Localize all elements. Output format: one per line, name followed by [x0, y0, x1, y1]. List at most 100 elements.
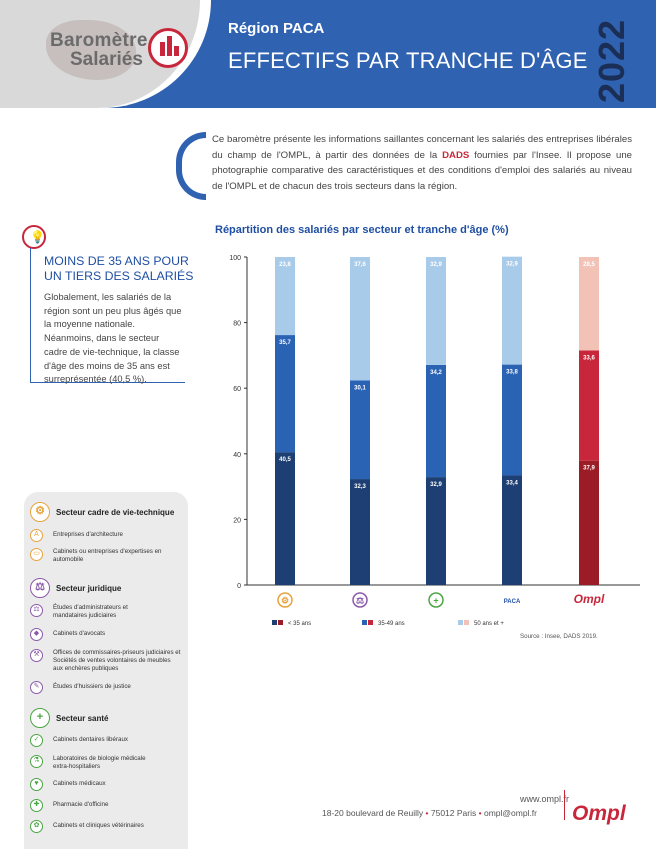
pharmacy-icon: ✚ [30, 799, 43, 812]
intro-bold: DADS [442, 149, 470, 161]
data-label: 35,7 [279, 340, 291, 346]
sector-heading-juridique: ⚖ Secteur juridique [30, 578, 121, 598]
region-label: Région PACA [228, 20, 325, 37]
judge-icon: ⚖ [30, 604, 43, 617]
scales-icon [352, 592, 368, 608]
paw-icon: ✿ [30, 820, 43, 833]
y-tick-label: 80 [233, 321, 241, 328]
legend-swatch [368, 620, 373, 625]
bar-segment [579, 350, 599, 461]
bar-segment [350, 257, 370, 381]
list-item-label: Cabinets médicaux [53, 780, 106, 787]
legend-label: < 35 ans [288, 621, 311, 627]
y-tick-label: 0 [237, 583, 241, 590]
legend-swatch [362, 620, 367, 625]
tooth-icon: ✓ [30, 734, 43, 747]
legend-label: 50 ans et + [474, 621, 504, 627]
year-label: 2022 [590, 10, 640, 103]
sector-title: Secteur santé [56, 713, 109, 723]
bar-segment [426, 477, 446, 585]
list-item: ▭ Cabinets ou entreprises d'expertises en… [30, 548, 173, 564]
list-item-label: Offices de commissaires-priseurs judicia… [53, 649, 181, 672]
intro-bracket [176, 132, 206, 200]
list-item: ⚗ Laboratoires de biologie médicale extra… [30, 755, 163, 771]
lightbulb-icon: 💡 [22, 225, 46, 249]
bar-segment [502, 256, 522, 365]
compass-icon [277, 592, 293, 608]
logo-line2: Salariés [70, 49, 143, 70]
ompl-category-label: Ompl [574, 592, 605, 606]
barometre-logo: Baromètre Salariés [40, 18, 190, 88]
key-fact-title: MOINS DE 35 ANS POUR UN TIERS DES SALARI… [44, 254, 194, 283]
list-item: ✎ Études d'huissiers de justice [30, 681, 173, 694]
data-label: 23,8 [279, 262, 291, 268]
footer-street: 18-20 boulevard de Reuilly [322, 808, 424, 818]
scales-icon-glyph: ⚖ [356, 596, 364, 606]
list-item-label: Cabinets dentaires libéraux [53, 736, 128, 743]
lawyer-icon: ◆ [30, 628, 43, 641]
list-item: ✿ Cabinets et cliniques vétérinaires [30, 820, 183, 833]
bar-segment [426, 364, 446, 478]
list-item-label: Entreprises d'architecture [53, 531, 123, 538]
data-label: 32,9 [430, 482, 442, 488]
sector-heading-sante: + Secteur santé [30, 708, 108, 728]
car-icon: ▭ [30, 548, 43, 561]
data-label: 33,8 [506, 370, 518, 376]
paca-category-label: PACA [504, 599, 521, 605]
region-map-shape [46, 20, 136, 80]
list-item: ⚖ Études d'administrateurs et mandataires… [30, 604, 158, 620]
footer-address: 18-20 boulevard de Reuilly • 75012 Paris… [322, 808, 537, 818]
sector-title: Secteur cadre de vie-technique [56, 507, 175, 517]
medical-cross-icon [428, 592, 444, 608]
list-item-label: Études d'huissiers de justice [53, 683, 131, 690]
medical-cross-icon: + [30, 708, 50, 728]
key-fact-text: Globalement, les salariés de la région s… [44, 292, 182, 385]
ompl-logo: Ompl [572, 802, 626, 825]
bar-segment [502, 364, 522, 476]
chart-title: Répartition des salariés par secteur et … [215, 224, 509, 236]
y-tick-label: 40 [233, 452, 241, 459]
bar-segment [350, 479, 370, 585]
chart-source: Source : Insee, DADS 2019. [520, 633, 598, 640]
data-label: 34,2 [430, 370, 442, 376]
stacked-bar-chart: 0 20 40 60 80 100 40,5 35,7 23,8 32,3 30,1 37,6 32,9… [229, 255, 640, 627]
bar-segment [275, 335, 295, 453]
list-item-label: Études d'administrateurs et mandataires … [53, 604, 128, 619]
bar-segment [275, 257, 295, 336]
gavel-icon: ⚒ [30, 649, 43, 662]
logo-line1: Baromètre [50, 30, 148, 51]
legend-swatch [272, 620, 277, 625]
data-label: 37,9 [583, 466, 595, 472]
list-item-label: Cabinets et cliniques vétérinaires [53, 822, 144, 829]
footer-divider [564, 790, 565, 820]
list-item-label: Laboratoires de biologie médicale extra-… [53, 755, 146, 770]
stethoscope-icon: ♥ [30, 778, 43, 791]
list-item: ✚ Pharmacie d'officine [30, 799, 173, 812]
data-label: 32,9 [506, 262, 518, 268]
intro-text-2: fournies par l'Insee. Il propose une pho… [212, 149, 632, 192]
list-item: ✓ Cabinets dentaires libéraux [30, 734, 173, 747]
medical-cross-icon-glyph: + [433, 596, 438, 606]
list-item-label: Cabinets ou entreprises d'expertises en … [53, 548, 162, 563]
sector-heading-tech: ⚙ Secteur cadre de vie-technique [30, 502, 174, 522]
architecture-icon: A [30, 529, 43, 542]
bar-segment [502, 475, 522, 585]
legend-swatch [464, 620, 469, 625]
legend-swatch [278, 620, 283, 625]
data-label: 40,5 [279, 457, 291, 463]
list-item: A Entreprises d'architecture [30, 529, 173, 542]
intro-paragraph: Ce baromètre présente les informations s… [212, 132, 632, 194]
intro-text-1: Ce baromètre présente les informations s… [212, 134, 632, 161]
legend-swatch [458, 620, 463, 625]
data-label: 32,9 [430, 262, 442, 268]
footer-url[interactable]: www.ompl.fr [520, 794, 570, 804]
bar-segment [275, 452, 295, 585]
bar-segment [350, 380, 370, 480]
data-label: 32,3 [354, 484, 366, 490]
bar-chart-icon [148, 28, 188, 68]
y-tick-label: 20 [233, 517, 241, 524]
key-fact-frame [30, 248, 185, 383]
footer-email[interactable]: ompl@ompl.fr [483, 808, 537, 818]
data-label: 37,6 [354, 262, 366, 268]
flask-icon: ⚗ [30, 755, 43, 768]
